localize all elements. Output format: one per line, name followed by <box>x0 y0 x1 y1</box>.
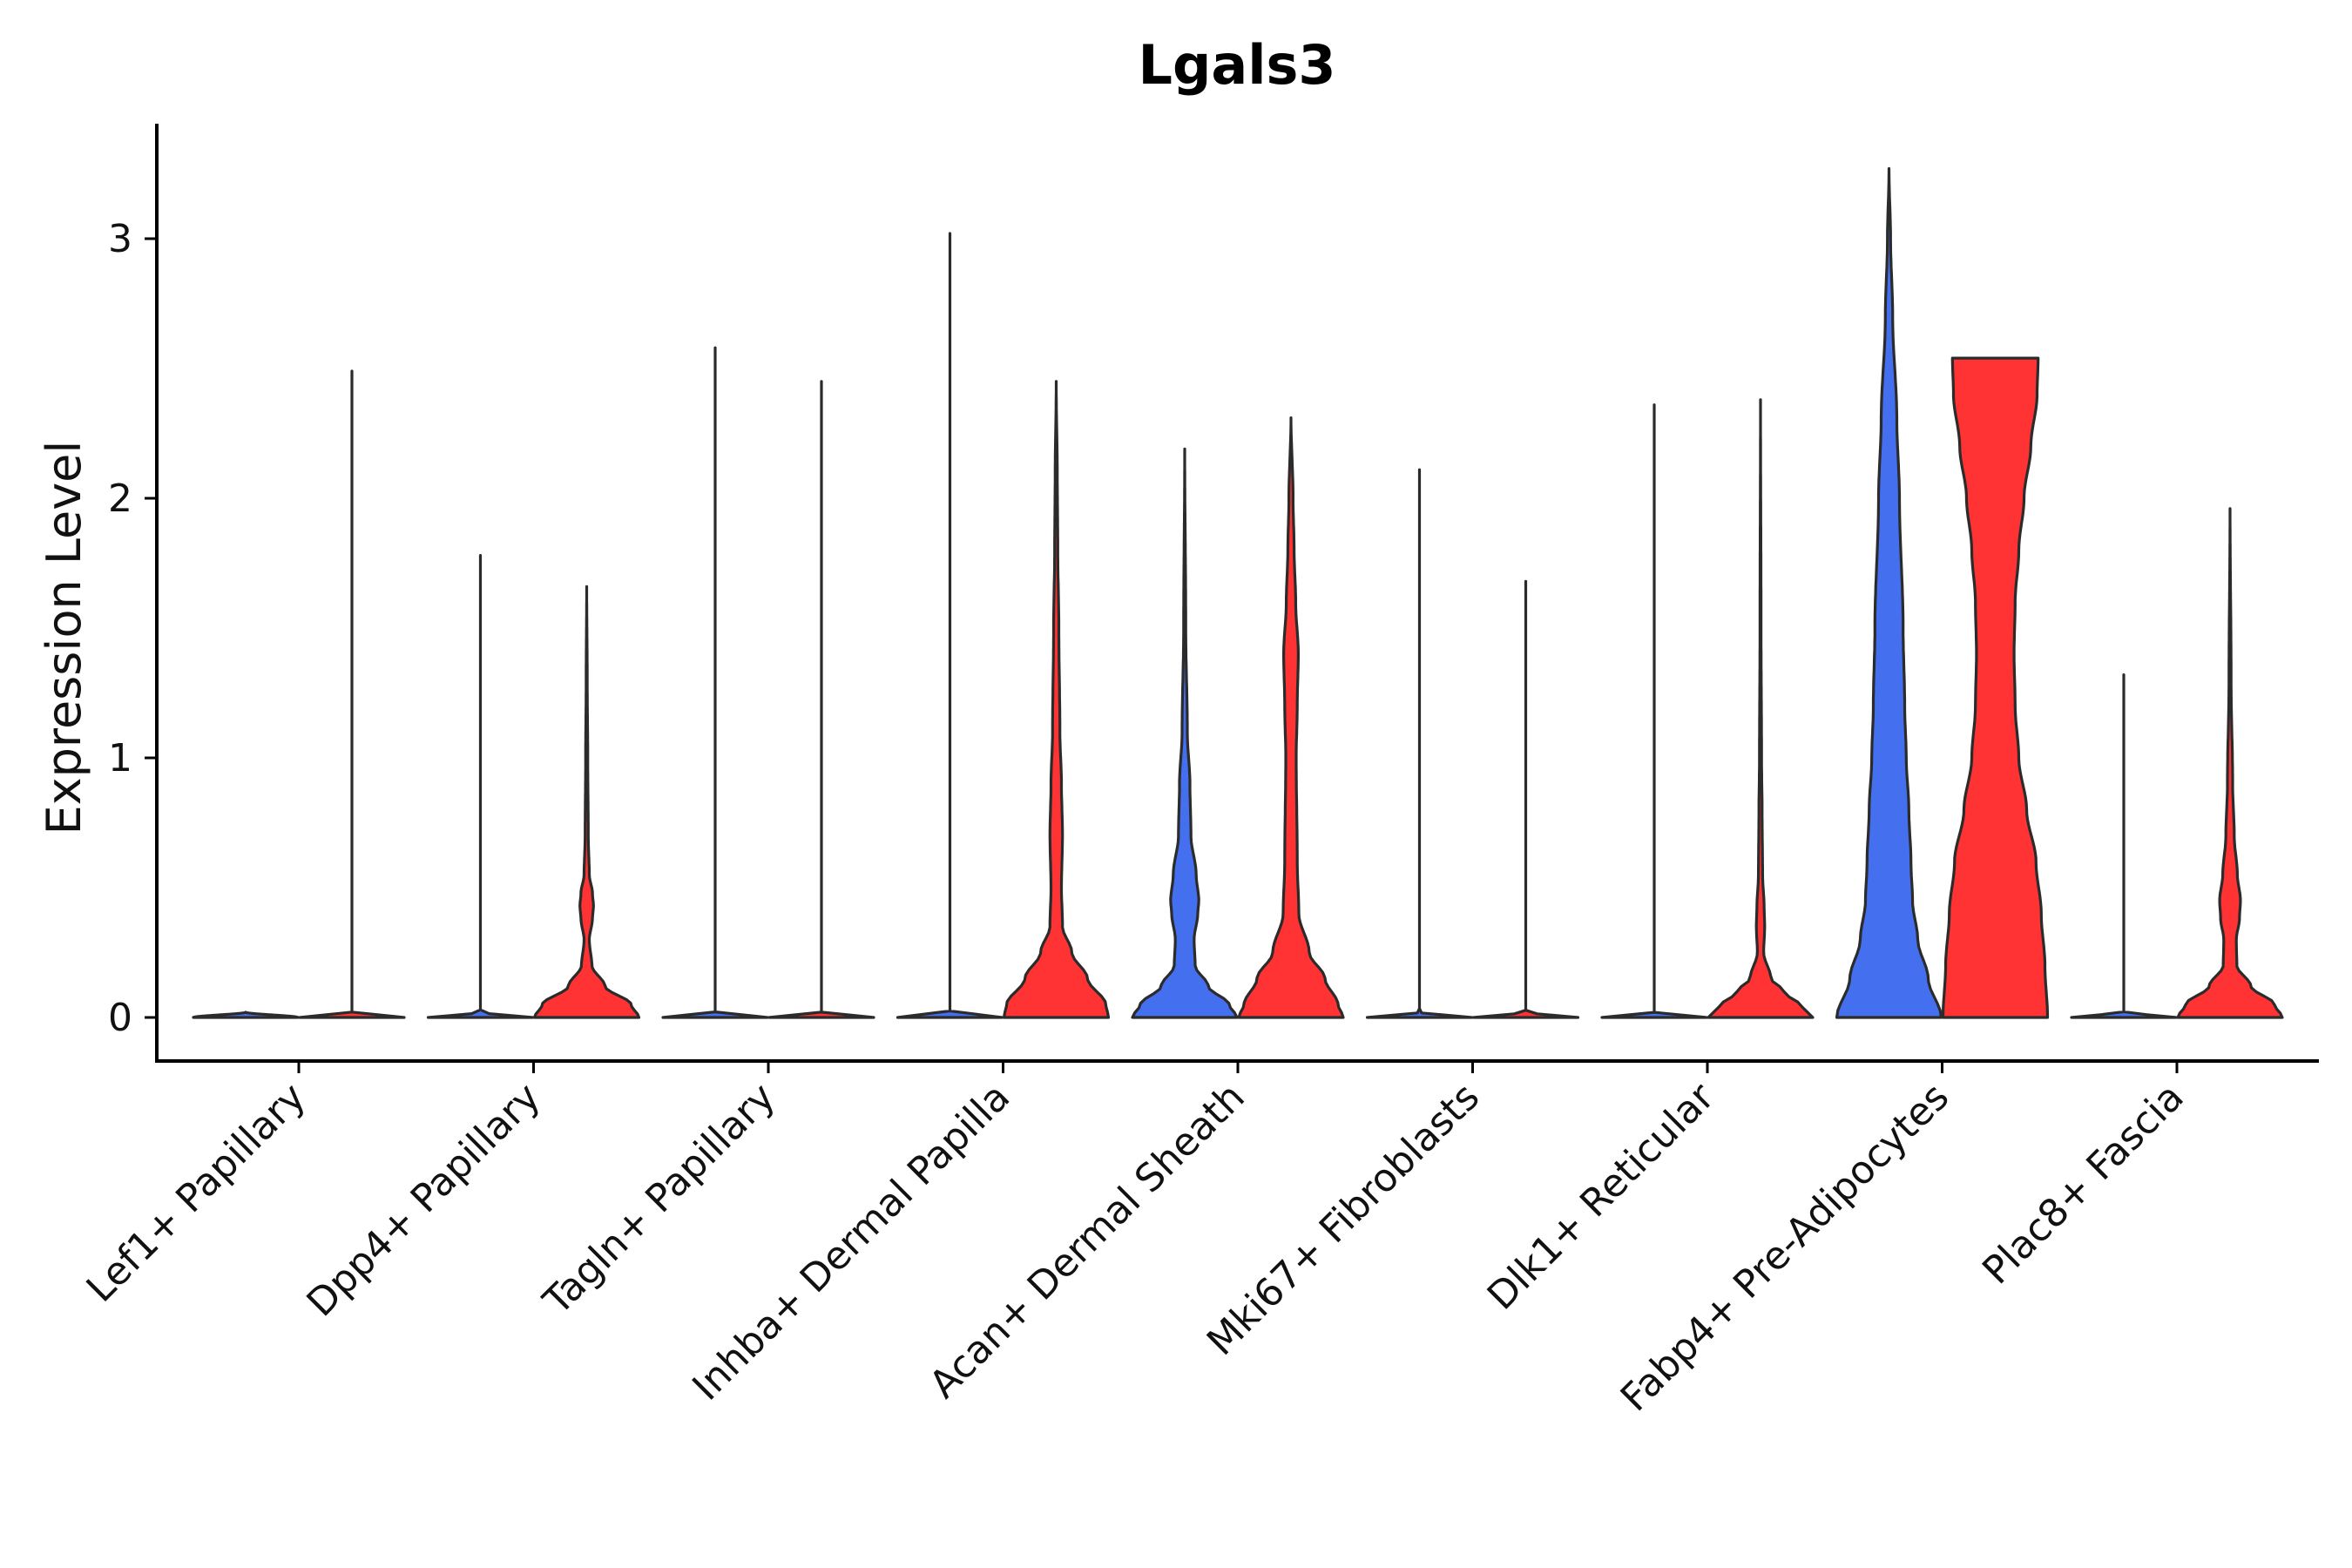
violin-right <box>767 380 875 1019</box>
chart-title: Lgals3 <box>1138 33 1335 97</box>
violin-left <box>2070 673 2178 1019</box>
violin-left <box>1835 166 1943 1019</box>
violin-right <box>1237 416 1345 1019</box>
violin-right <box>1941 356 2050 1019</box>
violin-left <box>1600 403 1708 1019</box>
violin-marks <box>192 166 2284 1019</box>
violin-left <box>426 554 535 1019</box>
violin-right <box>2176 507 2284 1019</box>
violin-left <box>1365 468 1474 1019</box>
y-tick-label: 2 <box>108 476 132 521</box>
y-axis-label: Expression Level <box>37 441 91 835</box>
violin-right <box>1707 398 1815 1019</box>
y-tick-label: 1 <box>108 736 132 781</box>
violin-right <box>532 585 641 1019</box>
violin-left <box>896 232 1004 1019</box>
y-tick-label: 3 <box>108 217 132 261</box>
violin-right <box>298 369 406 1019</box>
violin-left <box>192 1010 300 1019</box>
violin-left <box>661 346 769 1019</box>
violin-left <box>1131 447 1239 1019</box>
violin-right <box>1002 380 1111 1019</box>
violin-right <box>1471 579 1580 1019</box>
y-tick-label: 0 <box>108 996 132 1040</box>
y-ticks: 0 1 2 3 <box>108 217 157 1040</box>
